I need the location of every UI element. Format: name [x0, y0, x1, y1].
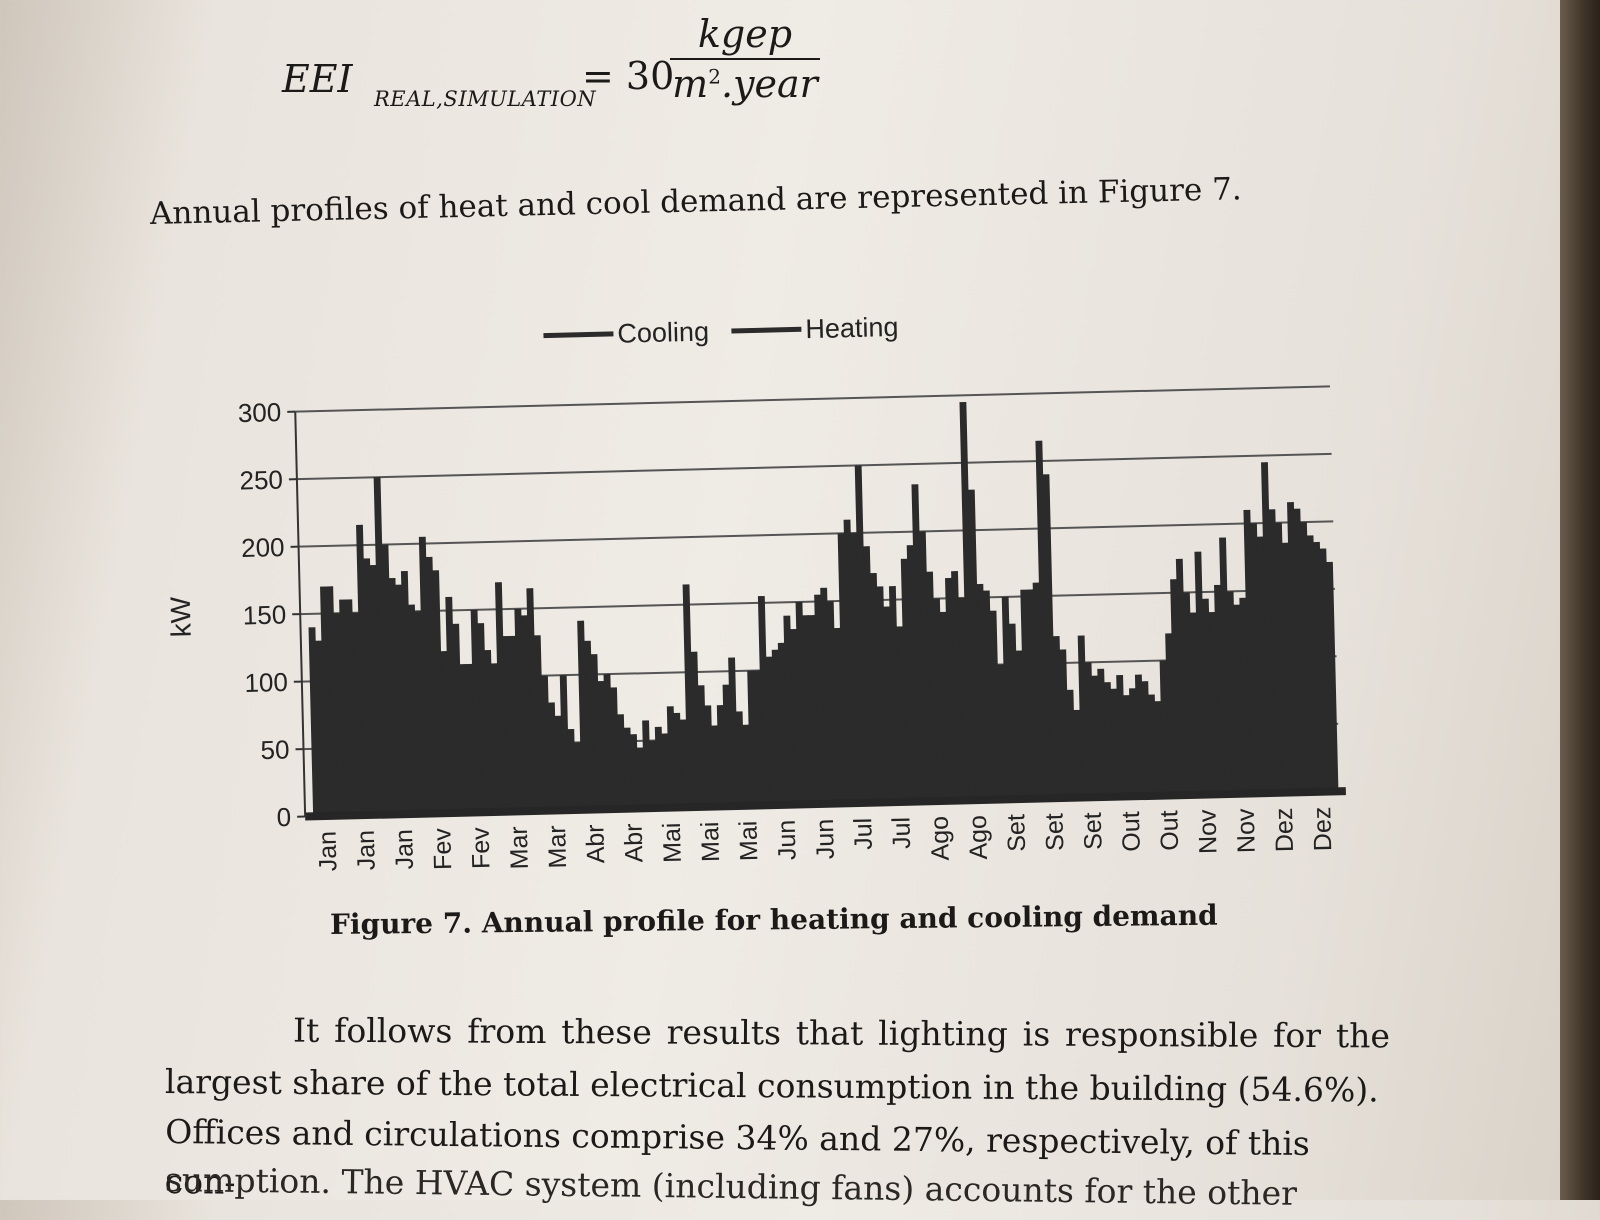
- x-tick-label: Jan: [390, 829, 419, 870]
- paragraph-word: the: [1336, 1011, 1390, 1061]
- y-tick-label: 200: [241, 532, 285, 563]
- x-tick-label: Nov: [1193, 809, 1222, 855]
- gridline: [295, 386, 1330, 411]
- x-tick-label: Jun: [811, 819, 840, 860]
- paragraph-word: responsible: [1065, 1010, 1258, 1061]
- x-tick-label: Set: [1079, 812, 1108, 850]
- y-axis: 0 50 100 150 200 250 300 kW: [160, 397, 306, 835]
- x-tick-label: Out: [1155, 810, 1184, 851]
- paragraph-line-2: largest share of the total electrical co…: [165, 1057, 1390, 1116]
- x-tick-label: Ago: [926, 816, 955, 861]
- book-page-edge: [1560, 0, 1600, 1200]
- x-tick-label: Jul: [849, 818, 878, 851]
- x-tick-label: Mai: [696, 821, 725, 862]
- chart-legend: Cooling Heating: [543, 312, 899, 351]
- eei-formula: EEI REAL,SIMULATION = 30 kgep m2.year: [282, 12, 842, 122]
- paragraph-word: is: [1023, 1009, 1051, 1059]
- legend-label-heating: Heating: [805, 312, 899, 344]
- y-tick-label: 150: [242, 599, 286, 630]
- x-tick-label: Mar: [505, 826, 534, 870]
- formula-numerator: kgep: [670, 12, 820, 56]
- legend-label-cooling: Cooling: [617, 317, 709, 349]
- formula-lhs: EEI: [282, 57, 353, 101]
- paragraph-word: follows: [334, 1006, 453, 1057]
- x-tick-label: Fev: [467, 826, 496, 869]
- demand-chart: Cooling Heating 0 50 100 150 200 250 300 kW Jan J…: [153, 285, 1397, 915]
- y-tick-label: 50: [260, 734, 290, 765]
- y-axis-label: kW: [165, 596, 197, 638]
- x-tick-label: Set: [1002, 814, 1031, 852]
- x-tick-label: Out: [1117, 811, 1146, 852]
- x-tick-label: Fev: [428, 827, 457, 870]
- x-tick-label: Mar: [543, 825, 572, 869]
- x-tick-label: Nov: [1232, 808, 1261, 854]
- x-tick-label: Dez: [1308, 806, 1337, 851]
- paragraph-word: lighting: [878, 1009, 1008, 1060]
- x-tick-label: Mai: [658, 822, 687, 863]
- x-tick-label: Ago: [964, 815, 993, 860]
- y-tick-label: 250: [239, 464, 283, 495]
- formula-denominator: m2.year: [670, 62, 820, 106]
- figure-7: Cooling Heating 0 50 100 150 200 250 300 kW Jan J…: [153, 285, 1397, 915]
- x-tick-label: Abr: [581, 824, 610, 864]
- denominator-exponent: 2: [708, 64, 721, 88]
- denominator-rest: .year: [721, 62, 818, 106]
- fraction-bar: [670, 58, 820, 60]
- gridline: [297, 454, 1332, 479]
- formula-subscript: REAL,SIMULATION: [374, 87, 596, 111]
- y-tick-label: 0: [276, 802, 291, 832]
- paragraph-word: It: [293, 1006, 320, 1056]
- legend-swatch-cooling: [543, 334, 613, 336]
- x-tick-label: Jan: [352, 830, 381, 871]
- gridline: [299, 521, 1334, 546]
- paragraph-word: for: [1273, 1011, 1321, 1061]
- formula-fraction: kgep m2.year: [670, 12, 820, 106]
- x-tick-label: Dez: [1270, 807, 1299, 852]
- x-tick-label: Jul: [887, 817, 916, 850]
- paragraph-word: results: [667, 1008, 782, 1059]
- legend-swatch-heating: [731, 329, 801, 331]
- intro-sentence: Annual profiles of heat and cool demand …: [150, 171, 1242, 232]
- x-tick-label: Jun: [773, 819, 802, 860]
- paragraph-word: that: [796, 1008, 864, 1058]
- formula-equals: = 30: [582, 54, 674, 98]
- paragraph-word: these: [561, 1007, 652, 1057]
- paragraph-word: from: [467, 1007, 546, 1057]
- x-tick-label: Jan: [314, 831, 343, 872]
- x-tick-label: Mai: [734, 820, 763, 861]
- denominator-base: m: [672, 62, 708, 106]
- x-tick-label: Abr: [620, 823, 649, 863]
- y-tick-label: 100: [244, 667, 288, 698]
- y-tick-label: 300: [238, 397, 282, 428]
- x-tick-label: Set: [1040, 813, 1069, 851]
